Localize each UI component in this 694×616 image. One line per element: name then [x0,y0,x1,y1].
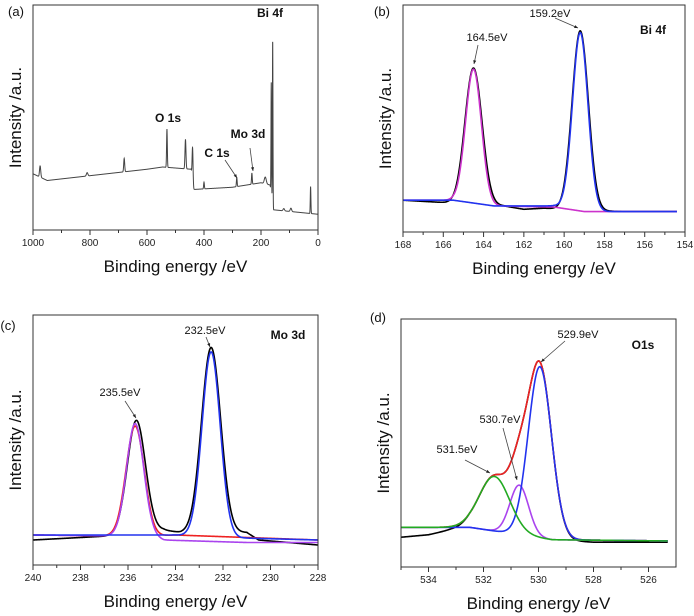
plot-frame [400,318,677,568]
arrow-head [132,414,136,418]
x-axis-label: Binding energy /eV [104,257,248,276]
annotation-arrow [464,459,491,474]
series-line-0 [402,30,677,213]
x-tick-label: 162 [516,240,533,251]
panel-label: (c) [0,318,15,333]
annotation-arrow [540,340,566,363]
peak-annotation: 530.7eV [480,414,522,426]
x-tick-label: 158 [596,240,613,251]
x-tick-label: 600 [139,238,156,249]
plot-frame [402,4,686,233]
x-tick-label: 166 [435,240,452,251]
x-tick-label: 230 [262,573,279,584]
x-tick-label: 0 [315,238,321,249]
arrow-head [514,476,518,480]
x-tick-label: 526 [640,575,657,586]
arrow-head [250,167,255,171]
x-tick-label: 154 [677,240,694,251]
y-axis-label: Intensity /a.u. [374,392,393,493]
x-tick-label: 232 [215,573,232,584]
x-tick-label: 164 [475,240,492,251]
panel-label: (b) [374,4,390,19]
peak-annotation: O 1s [155,111,181,125]
peak-annotation: Bi 4f [257,6,284,20]
x-axis-label: Binding energy /eV [104,592,248,611]
annotation-arrow [554,17,579,29]
x-tick-label: 236 [120,573,137,584]
panel-a: 1000 800 600 400 200 0 Binding energy /eV Inten… [6,4,321,276]
panel-label: (d) [370,310,386,325]
series-line-0 [32,346,319,546]
y-axis-label: Intensity /a.u. [376,68,395,169]
x-tick-label: 228 [310,573,327,584]
x-tick-label: 400 [196,238,213,249]
series-line-0 [32,41,319,215]
peak-annotation: 531.5eV [437,444,479,456]
y-axis-label: Intensity /a.u. [6,389,25,490]
series-line-3 [33,351,319,541]
panel-tag: Bi 4f [640,23,667,37]
peak-annotation: 529.9eV [558,329,600,341]
x-axis-label: Binding energy /eV [467,594,611,613]
x-tick-label: 200 [253,238,270,249]
series-line-1 [32,425,319,541]
x-tick-label: 238 [72,573,89,584]
peak-annotation: C 1s [204,146,230,160]
x-tick-label: 168 [395,240,412,251]
series-line-1 [403,68,677,213]
x-tick-label: 528 [585,575,602,586]
panel-c: 240 238 236 234 232 230 228 Binding energy /eV I… [0,314,327,611]
peak-annotation: 235.5eV [100,387,142,399]
x-tick-label: 534 [420,575,437,586]
series-line-2 [32,422,318,544]
peak-annotation: 164.5eV [467,32,509,44]
arrow-head [207,343,211,347]
annotation-arrow [249,147,254,172]
x-tick-label: 800 [82,238,99,249]
plot-frame [32,314,319,566]
annotation-arrow [502,427,518,481]
x-tick-label: 1000 [22,238,45,249]
panel-b: 168 166 164 162 160 158 156 154 Binding energy /… [374,4,694,278]
arrow-head [473,60,477,64]
series-line-4 [401,475,668,542]
y-axis-label: Intensity /a.u. [6,67,25,168]
x-axis-label: Binding energy /eV [472,259,616,278]
x-tick-label: 160 [556,240,573,251]
panel-d: 534 532 530 528 526 Binding energy /eV Intensi… [370,310,677,613]
x-tick-label: 240 [25,573,42,584]
panel-label: (a) [8,4,24,19]
x-tick-label: 156 [636,240,653,251]
panel-tag: O1s [632,338,655,352]
series-line-2 [403,31,677,213]
peak-annotation: 232.5eV [185,325,227,337]
arrow-head [486,469,490,473]
x-tick-label: 532 [475,575,492,586]
peak-annotation: Mo 3d [231,127,266,141]
arrow-head [233,174,237,178]
panel-tag: Mo 3d [271,328,306,342]
arrow-head [574,25,578,28]
peak-annotation: 159.2eV [530,8,572,20]
x-tick-label: 530 [530,575,547,586]
x-tick-label: 234 [167,573,184,584]
arrow-head [541,358,545,362]
